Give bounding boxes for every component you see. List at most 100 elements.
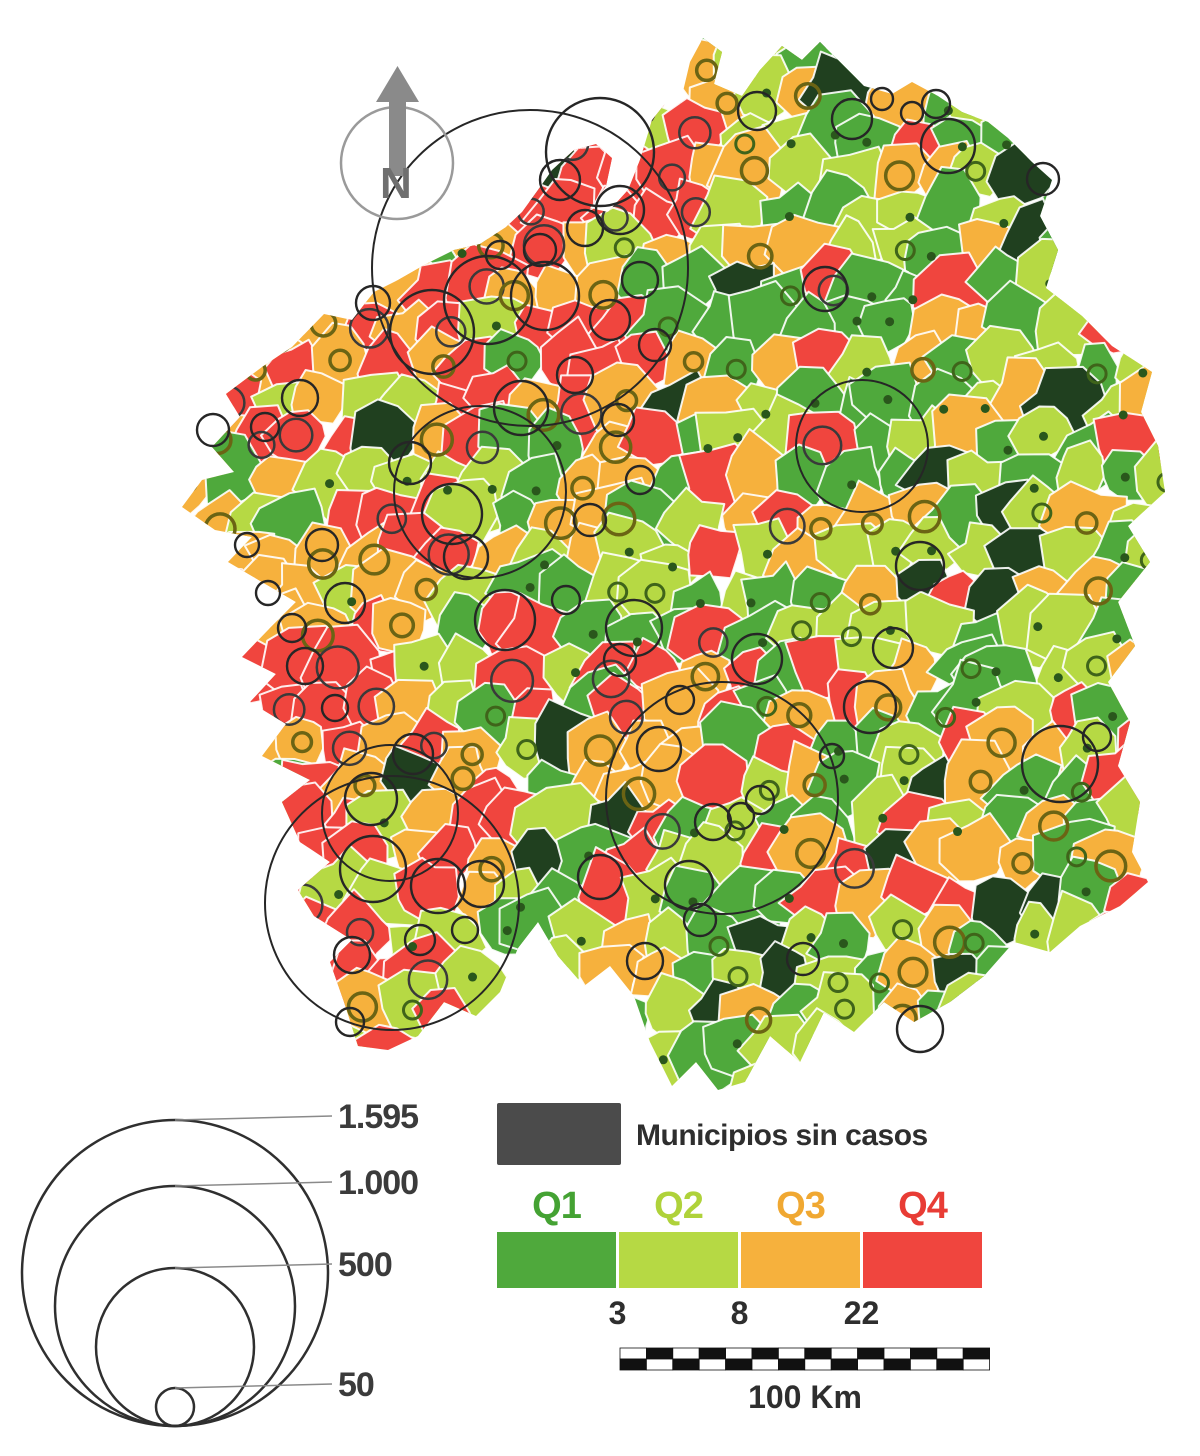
small-case-ring: [678, 115, 712, 150]
quartile-swatch: [619, 1232, 738, 1288]
centroid-dot: [1039, 431, 1049, 441]
small-case-ring: [460, 742, 484, 767]
case-circle: [522, 232, 558, 268]
quartile-legend: Q1 Q2 Q3 Q4 3 8 22: [497, 1185, 982, 1331]
centroid-dot: [953, 827, 963, 837]
centroid-dot: [746, 598, 756, 608]
centroid-dot: [852, 316, 862, 326]
centroid-dot: [1029, 483, 1039, 493]
centroid-dot: [862, 137, 872, 147]
small-case-ring: [353, 773, 377, 798]
centroid-dot: [867, 292, 877, 302]
quartile-threshold: 8: [731, 1295, 749, 1331]
municipality: [1155, 414, 1165, 478]
case-circle: [894, 540, 946, 592]
centroid-dot: [971, 697, 981, 707]
small-case-ring: [262, 322, 294, 354]
centroid-dot: [1108, 711, 1118, 721]
centroid-dot: [847, 480, 857, 490]
scale-bar-cell: [857, 1358, 885, 1371]
case-circle: [393, 405, 567, 579]
small-case-ring: [559, 392, 603, 436]
small-case-ring: [1011, 852, 1034, 875]
scale-bar-cell: [646, 1347, 674, 1360]
centroid-dot: [1002, 140, 1012, 150]
case-circle: [730, 632, 784, 686]
small-case-ring: [434, 316, 467, 348]
centroid-dot: [878, 813, 888, 823]
small-case-ring: [894, 240, 916, 262]
legend-circle: [20, 1118, 330, 1428]
case-circle: [304, 527, 340, 563]
centroid-dot: [885, 317, 895, 327]
case-circle: [387, 440, 433, 486]
quartile-swatch: [497, 1232, 616, 1288]
small-case-ring: [620, 91, 657, 128]
quartile-label: Q4: [898, 1185, 948, 1227]
legend-circle-label: 1.595: [338, 1098, 418, 1136]
centroid-dot: [1019, 785, 1029, 795]
case-circle: [450, 915, 480, 945]
centroid-dot: [1112, 634, 1122, 644]
case-circle: [693, 802, 733, 842]
centroid-dot: [999, 218, 1009, 228]
case-circle: [473, 588, 537, 652]
scale-bar-cell: [857, 1347, 885, 1360]
case-circle: [249, 411, 281, 443]
centroid-dot: [419, 661, 429, 671]
case-circle: [572, 502, 608, 538]
small-case-ring: [724, 820, 746, 842]
small-case-ring: [643, 812, 681, 850]
legend-circle: [94, 1266, 256, 1428]
small-case-ring: [727, 966, 749, 988]
centroid-dot: [668, 562, 678, 572]
case-circle: [264, 775, 520, 1031]
small-case-ring: [478, 855, 505, 883]
small-case-ring: [951, 360, 973, 382]
small-case-ring: [697, 627, 729, 658]
small-case-ring: [1133, 517, 1155, 539]
small-case-ring: [327, 270, 355, 298]
small-case-ring: [419, 731, 448, 760]
small-case-ring: [583, 734, 617, 767]
case-circle: [509, 260, 581, 332]
small-case-ring: [680, 196, 712, 228]
case-circle: [409, 857, 467, 915]
centroid-dot: [695, 598, 705, 608]
centroid-dot: [531, 486, 541, 496]
small-case-ring: [793, 81, 822, 110]
centroid-dot: [779, 824, 789, 834]
no-cases-label: Municipios sin casos: [636, 1119, 928, 1152]
centroid-dot: [838, 939, 848, 949]
case-circle: [195, 412, 231, 448]
centroid-dot: [588, 629, 598, 639]
small-case-ring: [506, 350, 528, 372]
case-circle: [919, 117, 977, 175]
case-circle: [332, 935, 372, 975]
small-case-ring: [401, 999, 423, 1021]
small-case-ring: [935, 706, 957, 728]
small-case-ring: [1074, 511, 1099, 535]
small-case-ring: [348, 307, 390, 349]
small-case-ring: [328, 348, 352, 373]
quartile-label: Q1: [532, 1185, 582, 1227]
legend-leader-line: [174, 1115, 333, 1121]
small-case-ring: [414, 577, 439, 602]
centroid-dot: [1120, 472, 1130, 482]
scale-bar-cell: [778, 1347, 806, 1360]
scale-bar-cell: [698, 1347, 727, 1360]
small-case-ring: [601, 501, 637, 537]
quartile-label: Q2: [654, 1185, 703, 1227]
scale-bar-cell: [672, 1347, 700, 1360]
scale-bar-cell: [804, 1358, 832, 1371]
centroid-dot: [650, 894, 660, 904]
small-case-ring: [598, 430, 633, 465]
small-case-ring: [613, 237, 635, 259]
case-circle: [785, 941, 821, 977]
small-case-ring: [194, 568, 232, 606]
case-circle: [604, 598, 664, 658]
small-case-ring: [1086, 363, 1108, 385]
small-case-ring: [1086, 655, 1108, 677]
case-circle: [371, 109, 689, 427]
